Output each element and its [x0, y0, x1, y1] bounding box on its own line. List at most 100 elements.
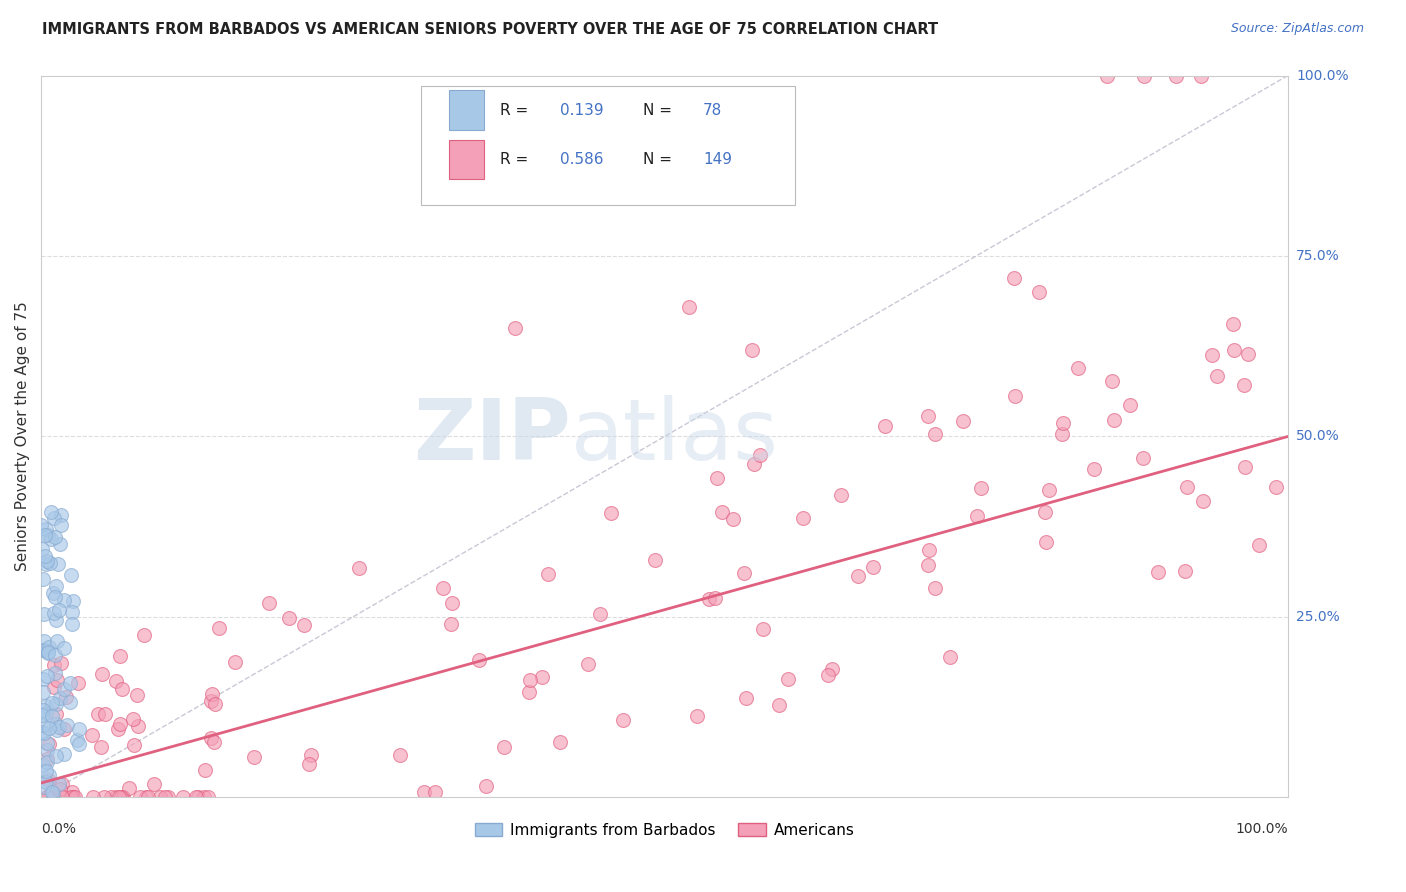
Text: 75.0%: 75.0%	[1296, 249, 1340, 263]
Americans	[1033, 505, 1056, 519]
Americans	[118, 780, 141, 795]
Americans	[388, 748, 411, 763]
Immigrants from Barbados	[35, 764, 58, 778]
Immigrants from Barbados	[49, 508, 72, 522]
Americans	[1249, 539, 1271, 553]
Text: 100.0%: 100.0%	[1236, 822, 1288, 837]
Immigrants from Barbados	[32, 634, 55, 648]
Immigrants from Barbados	[35, 743, 58, 757]
Text: IMMIGRANTS FROM BARBADOS VS AMERICAN SENIORS POVERTY OVER THE AGE OF 75 CORRELAT: IMMIGRANTS FROM BARBADOS VS AMERICAN SEN…	[42, 22, 938, 37]
Immigrants from Barbados	[45, 698, 67, 712]
Americans	[952, 414, 974, 428]
Americans	[202, 735, 225, 749]
Americans	[768, 698, 790, 713]
Immigrants from Barbados	[37, 528, 59, 542]
Americans	[749, 448, 772, 462]
Americans	[90, 739, 112, 754]
Americans	[711, 506, 734, 520]
Americans	[186, 790, 208, 805]
Text: 0.586: 0.586	[560, 152, 603, 167]
Americans	[53, 722, 76, 736]
Americans	[259, 596, 281, 610]
Immigrants from Barbados	[34, 528, 56, 542]
Immigrants from Barbados	[56, 718, 79, 732]
Americans	[1206, 369, 1229, 384]
Americans	[172, 790, 194, 805]
Immigrants from Barbados	[44, 590, 66, 604]
Immigrants from Barbados	[59, 676, 82, 690]
Americans	[706, 471, 728, 485]
Americans	[917, 409, 939, 424]
Immigrants from Barbados	[34, 549, 56, 563]
Immigrants from Barbados	[31, 703, 53, 717]
Americans	[1133, 69, 1156, 83]
Americans	[111, 681, 134, 696]
Immigrants from Barbados	[66, 733, 89, 747]
Immigrants from Barbados	[60, 567, 83, 582]
Immigrants from Barbados	[35, 522, 58, 536]
Bar	[449, 140, 484, 179]
Americans	[204, 697, 226, 711]
Text: 0.0%: 0.0%	[41, 822, 76, 837]
Americans	[197, 790, 219, 805]
Americans	[821, 662, 844, 676]
Immigrants from Barbados	[41, 709, 63, 723]
Americans	[548, 735, 571, 749]
Immigrants from Barbados	[35, 775, 58, 789]
Immigrants from Barbados	[38, 721, 60, 735]
Americans	[201, 687, 224, 701]
Immigrants from Barbados	[35, 699, 58, 714]
Text: ZIP: ZIP	[413, 395, 571, 478]
Americans	[599, 506, 621, 520]
Text: 50.0%: 50.0%	[1296, 429, 1340, 443]
Text: 149: 149	[703, 152, 733, 167]
Americans	[104, 673, 127, 688]
Immigrants from Barbados	[37, 646, 59, 660]
Immigrants from Barbados	[32, 726, 55, 740]
Americans	[224, 655, 246, 669]
Text: N =: N =	[644, 103, 678, 118]
Americans	[44, 657, 66, 672]
Americans	[1233, 377, 1256, 392]
Americans	[517, 685, 540, 699]
Americans	[86, 707, 108, 722]
Americans	[830, 488, 852, 502]
Immigrants from Barbados	[38, 640, 60, 654]
Americans	[970, 481, 993, 495]
Americans	[187, 790, 209, 805]
Americans	[924, 581, 946, 595]
Americans	[277, 611, 299, 625]
Americans	[1004, 389, 1026, 403]
Americans	[107, 790, 129, 805]
Immigrants from Barbados	[45, 613, 67, 627]
Americans	[704, 591, 727, 605]
Text: R =: R =	[501, 103, 533, 118]
Americans	[1095, 69, 1118, 83]
Americans	[51, 777, 73, 791]
Americans	[792, 510, 814, 524]
Immigrants from Barbados	[49, 518, 72, 533]
Americans	[59, 790, 82, 805]
Americans	[49, 781, 72, 796]
Americans	[243, 750, 266, 764]
Immigrants from Barbados	[32, 685, 55, 699]
Americans	[492, 740, 515, 755]
Americans	[1119, 398, 1142, 412]
Americans	[1050, 426, 1073, 441]
Americans	[1102, 412, 1125, 426]
Immigrants from Barbados	[60, 605, 83, 619]
Americans	[475, 780, 498, 794]
Americans	[125, 688, 148, 702]
Americans	[1201, 348, 1223, 362]
Immigrants from Barbados	[48, 777, 70, 791]
Americans	[52, 790, 75, 805]
Immigrants from Barbados	[32, 780, 55, 794]
Americans	[37, 790, 59, 805]
Americans	[38, 737, 60, 751]
Americans	[39, 790, 62, 805]
Immigrants from Barbados	[42, 607, 65, 621]
Americans	[143, 777, 166, 791]
Americans	[299, 747, 322, 762]
Americans	[37, 752, 59, 766]
Americans	[94, 706, 117, 721]
